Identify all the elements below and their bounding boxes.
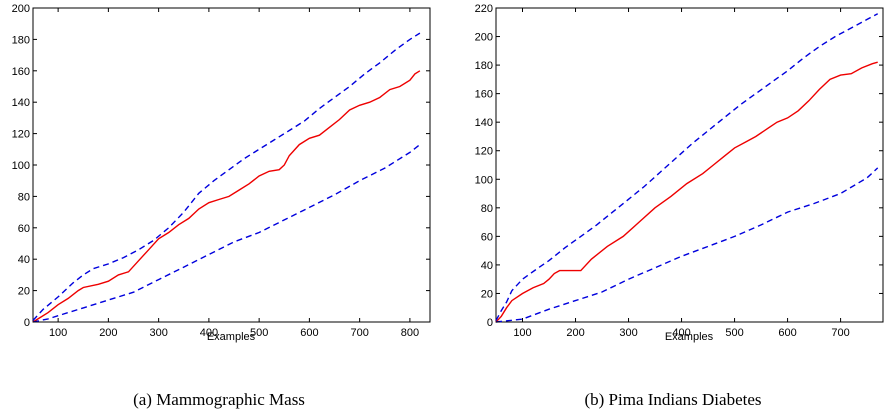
x-tick-label: 600: [778, 327, 796, 339]
x-tick-label: 100: [513, 327, 531, 339]
series-layer: [495, 13, 879, 323]
y-tick-label: 40: [481, 260, 493, 272]
x-tick-label: 100: [49, 327, 67, 339]
y-tick-label: 200: [12, 3, 30, 15]
x-tick-label: 200: [99, 327, 117, 339]
x-tick-label: 300: [619, 327, 637, 339]
y-tick-label: 60: [481, 231, 493, 243]
x-tick-label: 800: [401, 327, 419, 339]
bound-series-line-2: [32, 144, 421, 323]
bound-series-line-1: [32, 32, 421, 321]
tick-layer: 100 200 300 400 500 600 700 0 20 40 60 80 100 120 140 1…: [475, 3, 883, 339]
bound-series-line-2: [495, 167, 879, 323]
x-tick-label: 700: [831, 327, 849, 339]
chart-panel-pima-indians-diabetes: 100 200 300 400 500 600 700 0 20 40 60 80 100 120 140 1…: [475, 3, 884, 409]
y-tick-label: 60: [18, 223, 30, 235]
y-tick-label: 220: [475, 3, 493, 15]
main-series-line-0: [495, 61, 878, 323]
main-series-line-0: [32, 70, 421, 323]
y-tick-label: 160: [12, 66, 30, 78]
tick-layer: 100 200 300 400 500 600 700 800 0 20 40 60 80 100 120 1…: [12, 3, 430, 339]
bound-series-line-1: [495, 13, 879, 321]
y-tick-label: 100: [12, 160, 30, 172]
y-tick-label: 200: [475, 32, 493, 44]
y-tick-label: 0: [24, 317, 30, 329]
chart-caption: (b) Pima Indians Diabetes: [584, 390, 761, 409]
y-tick-label: 140: [12, 97, 30, 109]
y-tick-label: 20: [481, 288, 493, 300]
y-tick-label: 80: [481, 203, 493, 215]
y-tick-label: 180: [12, 34, 30, 46]
y-tick-label: 180: [475, 60, 493, 72]
x-tick-label: 600: [300, 327, 318, 339]
y-tick-label: 160: [475, 89, 493, 101]
y-tick-label: 100: [475, 174, 493, 186]
x-tick-label: 400: [200, 327, 218, 339]
plot-frame: [32, 7, 431, 323]
x-axis-label: Examples: [207, 331, 256, 343]
y-tick-label: 140: [475, 117, 493, 129]
y-tick-label: 40: [18, 254, 30, 266]
chart-panel-mammographic-mass: 100 200 300 400 500 600 700 800 0 20 40 60 80 100 120 1…: [12, 3, 431, 409]
x-tick-label: 500: [250, 327, 268, 339]
x-tick-label: 200: [566, 327, 584, 339]
y-tick-label: 80: [18, 191, 30, 203]
plot-frame: [495, 7, 884, 323]
chart-caption: (a) Mammographic Mass: [133, 390, 305, 409]
x-axis-label: Examples: [665, 331, 714, 343]
series-layer: [32, 32, 421, 323]
y-tick-label: 0: [487, 317, 493, 329]
x-tick-label: 500: [725, 327, 743, 339]
x-tick-label: 300: [149, 327, 167, 339]
y-tick-label: 120: [12, 129, 30, 141]
x-tick-label: 400: [672, 327, 690, 339]
y-tick-label: 20: [18, 286, 30, 298]
y-tick-label: 120: [475, 146, 493, 158]
x-tick-label: 700: [350, 327, 368, 339]
